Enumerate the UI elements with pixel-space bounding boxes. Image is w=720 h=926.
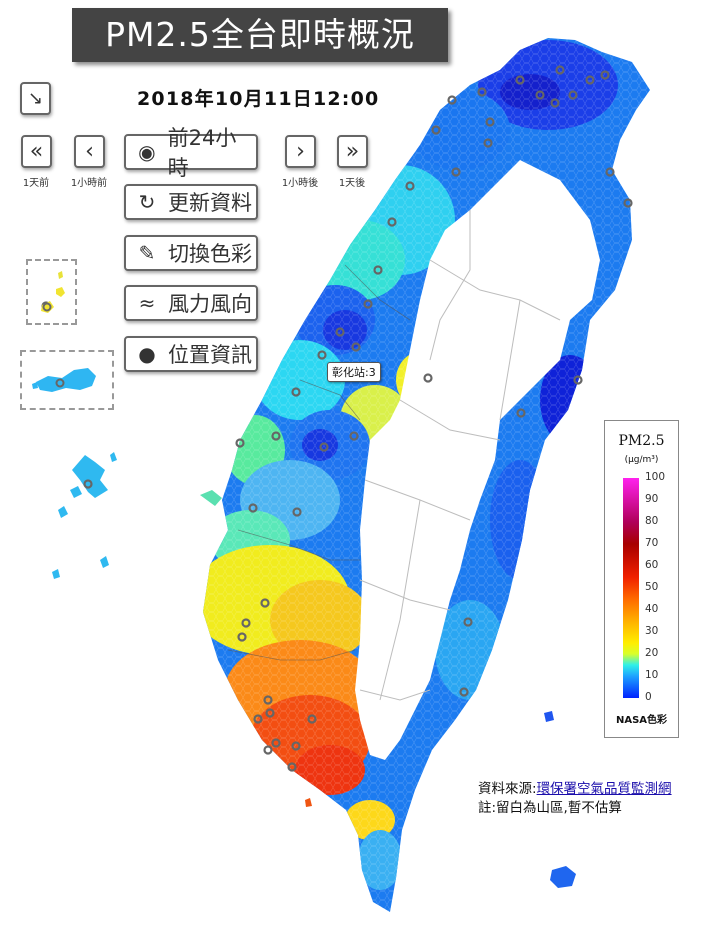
legend-tick: 70: [645, 537, 659, 549]
legend-tick: 20: [645, 647, 659, 659]
source-prefix: 資料來源:: [478, 781, 537, 797]
legend-unit: (μg/m³): [624, 455, 659, 465]
collapse-arrow-icon: ↘: [27, 87, 44, 109]
kinmen-inset[interactable]: [20, 350, 114, 410]
legend-tick: 80: [645, 515, 659, 527]
legend-tick: 0: [645, 691, 652, 703]
chevron-left-icon: ‹: [85, 138, 94, 164]
prev-day-caption: 1天前: [22, 178, 50, 189]
legend-title: PM2.5: [618, 433, 665, 449]
map-pin-icon: ●: [138, 342, 156, 366]
chevron-right-icon: ›: [296, 138, 305, 164]
switch-color-button[interactable]: ✎ 切換色彩: [124, 235, 258, 271]
prev-hour-button[interactable]: ‹: [74, 135, 105, 168]
legend-tick: 60: [645, 559, 659, 571]
page-title: PM2.5全台即時概況: [72, 8, 448, 62]
prev-day-button[interactable]: «: [21, 135, 52, 168]
refresh-button[interactable]: ↻ 更新資料: [124, 184, 258, 220]
wind-label: 風力風向: [168, 292, 252, 316]
location-label: 位置資訊: [168, 343, 252, 367]
next-day-caption: 1天後: [338, 178, 366, 189]
next-day-button[interactable]: »: [337, 135, 368, 168]
legend-tick: 100: [645, 471, 666, 483]
legend-colorbar: [623, 478, 639, 698]
refresh-label: 更新資料: [168, 191, 252, 215]
station-popup: 彰化站:3: [327, 362, 381, 382]
matsu-islands: [41, 271, 65, 313]
legend-tick: 90: [645, 493, 659, 505]
double-chevron-right-icon: »: [345, 138, 360, 164]
kinmen-islands: [32, 368, 96, 392]
legend-tick: 10: [645, 669, 659, 681]
brush-icon: ✎: [138, 241, 156, 265]
legend: PM2.5 (μg/m³) 100 90 80 70 60 50 40 30 20 10 0 NAS…: [604, 420, 679, 738]
wind-icon: ≈: [138, 291, 156, 315]
location-button[interactable]: ● 位置資訊: [124, 336, 258, 372]
wind-button[interactable]: ≈ 風力風向: [124, 285, 258, 321]
source-link[interactable]: 環保署空氣品質監測網: [536, 781, 672, 797]
legend-scheme: NASA色彩: [615, 715, 668, 726]
play-icon: ◉: [138, 140, 156, 164]
legend-tick: 30: [645, 625, 659, 637]
matsu-inset[interactable]: [26, 259, 77, 325]
double-chevron-left-icon: «: [29, 138, 44, 164]
data-source: 資料來源:環保署空氣品質監測網 註:留白為山區,暫不估算: [478, 780, 672, 818]
collapse-button[interactable]: ↘: [20, 82, 51, 115]
source-note: 註:留白為山區,暫不估算: [478, 800, 622, 816]
refresh-icon: ↻: [138, 190, 156, 214]
play-24h-label: 前24小時: [167, 126, 237, 180]
prev-hour-caption: 1小時前: [70, 178, 108, 189]
legend-tick: 40: [645, 603, 659, 615]
next-hour-caption: 1小時後: [281, 178, 319, 189]
datetime-label: 2018年10月11日12:00: [137, 88, 380, 110]
legend-tick: 50: [645, 581, 659, 593]
switch-color-label: 切換色彩: [168, 242, 252, 266]
play-24h-button[interactable]: ◉ 前24小時: [124, 126, 258, 180]
next-hour-button[interactable]: ›: [285, 135, 316, 168]
